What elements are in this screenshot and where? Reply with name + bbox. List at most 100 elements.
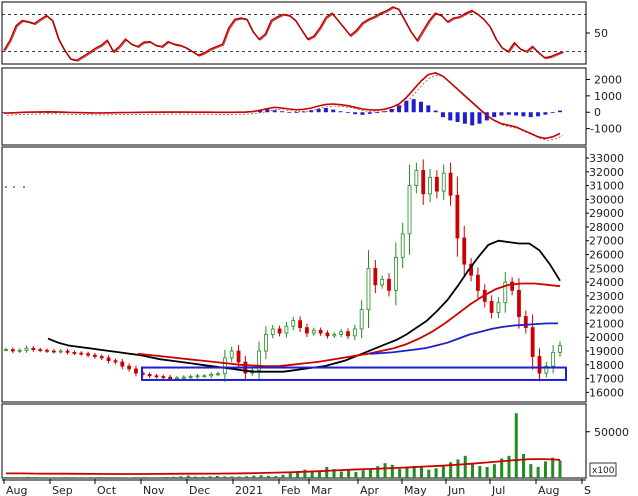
x-axis-month-label-8: Apr xyxy=(360,484,380,496)
price-candle-body-1 xyxy=(10,349,15,352)
price-candle-body-71 xyxy=(489,300,494,313)
volume-bar-10 xyxy=(77,477,81,478)
price-tick-label-11: 22000 xyxy=(589,304,624,317)
price-candle-body-65 xyxy=(448,172,453,196)
price-candle-body-24 xyxy=(168,376,173,379)
price-candle-body-41 xyxy=(284,325,289,334)
macd-histogram-bar-40 xyxy=(294,112,299,114)
x-axis-month-label-1: Sep xyxy=(52,484,73,496)
price-candle-body-51 xyxy=(352,328,357,337)
price-candle-body-75 xyxy=(517,289,521,317)
volume-bar-21 xyxy=(157,477,161,478)
macd-histogram-bar-72 xyxy=(528,112,533,118)
volume-bar-28 xyxy=(208,476,212,478)
volume-unit-label: x100 xyxy=(592,466,615,476)
macd-line xyxy=(3,72,561,140)
price-candle-body-13 xyxy=(93,354,97,357)
price-tick-label-15: 18000 xyxy=(589,359,624,372)
x-axis-month-label-5: 2021 xyxy=(235,484,263,496)
price-moving-average-black xyxy=(47,239,561,373)
price-candle-body-67 xyxy=(462,237,467,265)
price-tick-label-9: 24000 xyxy=(589,276,624,289)
volume-bar-33 xyxy=(245,476,249,478)
volume-unit-box xyxy=(589,462,617,477)
price-tick-label-16: 17000 xyxy=(589,373,624,386)
volume-bar-24 xyxy=(179,476,183,478)
macd-histogram-bar-74 xyxy=(543,112,548,115)
macd-histogram-bar-59 xyxy=(433,110,438,113)
price-candle-body-60 xyxy=(414,170,419,186)
price-candle-body-26 xyxy=(181,376,186,379)
volume-bar-35 xyxy=(259,475,263,478)
oscillator-line-0 xyxy=(3,6,564,62)
volume-bar-69 xyxy=(507,455,511,478)
x-axis-month-label-9: May xyxy=(404,484,427,496)
macd-histogram-bar-36 xyxy=(265,109,270,113)
price-panel-frame xyxy=(1,146,587,403)
price-candle-body-21 xyxy=(147,374,152,377)
price-tick-label-2: 31000 xyxy=(589,180,624,193)
macd-tick-label-0: 2000 xyxy=(594,73,622,86)
volume-bar-14 xyxy=(106,477,110,478)
macd-histogram-bar-46 xyxy=(338,111,343,113)
volume-bar-9 xyxy=(70,477,74,478)
volume-bar-45 xyxy=(332,469,336,478)
volume-bar-50 xyxy=(368,468,372,478)
volume-bar-15 xyxy=(113,477,117,478)
macd-histogram-bar-73 xyxy=(536,112,541,117)
volume-bar-29 xyxy=(215,475,219,478)
volume-tick-label-0: 50000 xyxy=(594,426,629,439)
price-candle-body-63 xyxy=(434,176,439,192)
price-candle-body-9 xyxy=(65,350,70,353)
volume-bar-54 xyxy=(398,468,402,478)
volume-bar-59 xyxy=(434,468,438,478)
price-candle-body-32 xyxy=(222,357,227,375)
macd-histogram-bar-42 xyxy=(309,110,314,113)
macd-histogram-bar-45 xyxy=(331,109,336,113)
price-marker-dot-1 xyxy=(13,186,15,188)
volume-bar-43 xyxy=(317,470,321,478)
price-candle-body-74 xyxy=(510,281,515,291)
macd-tick-label-2: 0 xyxy=(594,106,601,119)
volume-bar-38 xyxy=(281,474,285,478)
volume-bar-71 xyxy=(522,453,526,478)
volume-bar-74 xyxy=(543,461,547,478)
price-candle-body-15 xyxy=(106,357,111,362)
price-marker-dot-0 xyxy=(5,186,7,188)
macd-histogram-bar-67 xyxy=(492,112,497,118)
volume-bar-51 xyxy=(376,466,380,478)
price-candle-body-58 xyxy=(400,233,405,258)
price-tick-label-8: 25000 xyxy=(589,262,624,275)
price-candle-body-8 xyxy=(58,350,63,353)
volume-bar-22 xyxy=(164,476,168,478)
volume-bar-4 xyxy=(33,477,37,478)
price-candle-body-69 xyxy=(476,274,480,291)
volume-bar-55 xyxy=(405,467,409,478)
price-candle-body-0 xyxy=(4,349,8,352)
price-candle-body-31 xyxy=(216,373,220,376)
macd-histogram-bar-58 xyxy=(426,105,431,113)
volume-bar-46 xyxy=(339,471,343,478)
volume-bar-20 xyxy=(150,477,154,478)
macd-histogram-bar-63 xyxy=(462,112,467,124)
volume-bar-17 xyxy=(128,477,132,478)
macd-histogram-bar-55 xyxy=(404,100,409,113)
volume-bar-26 xyxy=(194,476,198,478)
price-candle-body-42 xyxy=(291,320,296,327)
price-tick-label-7: 26000 xyxy=(589,249,624,262)
volume-bar-72 xyxy=(529,464,533,478)
volume-bar-63 xyxy=(463,455,467,478)
macd-histogram-bar-71 xyxy=(521,112,526,117)
macd-tick-label-3: -1000 xyxy=(590,123,622,136)
volume-bar-66 xyxy=(485,466,489,478)
volume-bar-57 xyxy=(420,466,423,478)
x-axis-month-label-12: Aug xyxy=(538,484,559,496)
volume-bar-11 xyxy=(84,477,88,478)
price-tick-label-6: 27000 xyxy=(589,235,624,248)
price-candle-body-17 xyxy=(120,361,125,367)
volume-bar-8 xyxy=(62,477,66,478)
price-candle-body-66 xyxy=(455,194,460,239)
volume-bar-1 xyxy=(11,477,15,478)
macd-histogram-bar-68 xyxy=(499,112,504,116)
